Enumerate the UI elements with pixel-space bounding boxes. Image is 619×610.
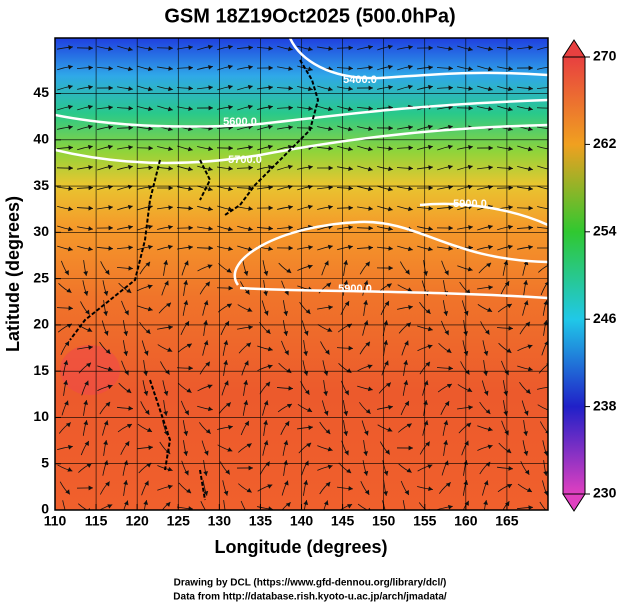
- title: GSM 18Z19Oct2025 (500.0hPa): [164, 5, 455, 27]
- colorbar-extend: [563, 40, 585, 57]
- y-tick-label: 30: [33, 223, 49, 239]
- y-tick-label: 0: [41, 501, 49, 517]
- y-tick-label: 45: [33, 84, 49, 100]
- colorbar-extend: [563, 494, 585, 511]
- y-axis-label: Latitude (degrees): [3, 196, 23, 352]
- streamline-arrow: [549, 106, 553, 111]
- x-tick-label: 165: [495, 513, 519, 529]
- colorbar-tick-label: 230: [593, 485, 617, 501]
- streamline-arrow: [548, 146, 553, 151]
- y-tick-label: 10: [33, 408, 49, 424]
- streamline-arrow: [548, 85, 553, 90]
- x-axis-label: Longitude (degrees): [214, 537, 387, 557]
- x-tick-label: 145: [331, 513, 355, 529]
- x-tick-label: 125: [167, 513, 191, 529]
- streamline-arrow: [548, 385, 553, 390]
- x-tick-label: 115: [85, 513, 108, 529]
- y-tick-label: 20: [33, 316, 49, 332]
- x-tick-label: 160: [454, 513, 478, 529]
- contour-label: 5900.0: [338, 283, 372, 295]
- y-tick-label: 25: [33, 269, 49, 285]
- colorbar-tick-label: 246: [593, 310, 617, 326]
- contour-label: 5400.0: [343, 74, 377, 86]
- x-tick-label: 150: [372, 513, 396, 529]
- streamline-arrow: [548, 65, 553, 70]
- streamline-arrow: [549, 246, 553, 251]
- streamline-arrow: [548, 206, 553, 211]
- x-tick-label: 140: [290, 513, 314, 529]
- colorbar-tick-label: 238: [593, 397, 617, 413]
- colorbar-tick-label: 262: [593, 135, 617, 151]
- x-tick-label: 155: [413, 513, 437, 529]
- y-tick-label: 15: [33, 362, 49, 378]
- colorbar: [563, 57, 585, 494]
- colorbar-tick-label: 270: [593, 48, 617, 64]
- y-tick-label: 5: [41, 454, 49, 470]
- streamline-arrow: [403, 511, 408, 516]
- streamline-arrow: [548, 226, 553, 231]
- x-tick-label: 120: [125, 513, 149, 529]
- y-tick-label: 35: [33, 177, 49, 193]
- streamline-arrow: [548, 126, 553, 131]
- footer-line: Data from http://database.rish.kyoto-u.a…: [173, 592, 447, 603]
- contour-label: 5900.0: [453, 198, 487, 210]
- contour-label: 5600.0: [223, 116, 257, 128]
- colorbar-tick-label: 254: [593, 223, 617, 239]
- y-tick-label: 40: [33, 131, 49, 147]
- x-tick-label: 135: [249, 513, 273, 529]
- x-tick-label: 130: [208, 513, 232, 529]
- contour-label: 5700.0: [228, 154, 262, 166]
- footer-line: Drawing by DCL (https://www.gfd-dennou.o…: [174, 578, 447, 589]
